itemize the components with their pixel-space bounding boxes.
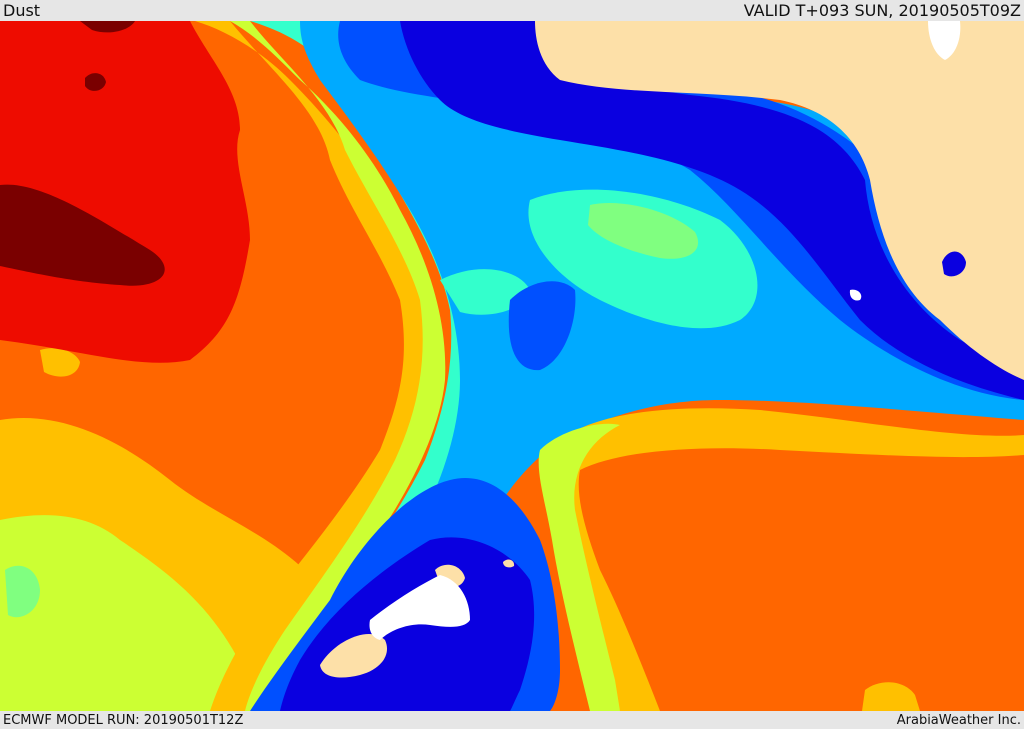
fill-land-none-sudan (320, 634, 388, 678)
map-title: Dust (3, 1, 41, 20)
fill-yellow-se-edge (538, 423, 620, 711)
fill-land-none-ne (535, 21, 1024, 380)
header-bar: Dust VALID T+093 SUN, 20190505T09Z (0, 0, 1024, 21)
fill-lightgreen-central (588, 203, 699, 259)
dust-forecast-map (0, 21, 1024, 711)
fill-white-desert (369, 575, 470, 640)
fill-darkred-core (0, 184, 165, 286)
fill-amber-blob (40, 348, 80, 377)
fill-blue-central (508, 281, 576, 371)
fill-yellow-band (230, 21, 446, 711)
fill-darkblue-lake (942, 251, 966, 277)
fill-orange-se (578, 448, 1024, 711)
fill-white-gulf (849, 289, 862, 301)
fill-white-caspian-a (928, 21, 961, 60)
fill-yellow-west (0, 515, 260, 711)
valid-time: VALID T+093 SUN, 20190505T09Z (743, 1, 1021, 20)
fill-lightgreen-west (5, 565, 40, 618)
fill-darkblue-north (400, 21, 1024, 400)
fill-aquamarine-central (528, 189, 758, 329)
credit: ArabiaWeather Inc. (896, 712, 1021, 728)
dust-contour-map (0, 21, 1024, 711)
model-run: ECMWF MODEL RUN: 20190501T12Z (3, 712, 244, 728)
footer-bar: ECMWF MODEL RUN: 20190501T12Z ArabiaWeat… (0, 711, 1024, 729)
fill-darkred-dot (85, 73, 106, 91)
fill-amber-se-blob (862, 682, 920, 711)
fill-darkred-north (80, 21, 135, 33)
fill-land-none-dot (503, 559, 515, 568)
fill-aquamarine-mid (440, 269, 530, 315)
